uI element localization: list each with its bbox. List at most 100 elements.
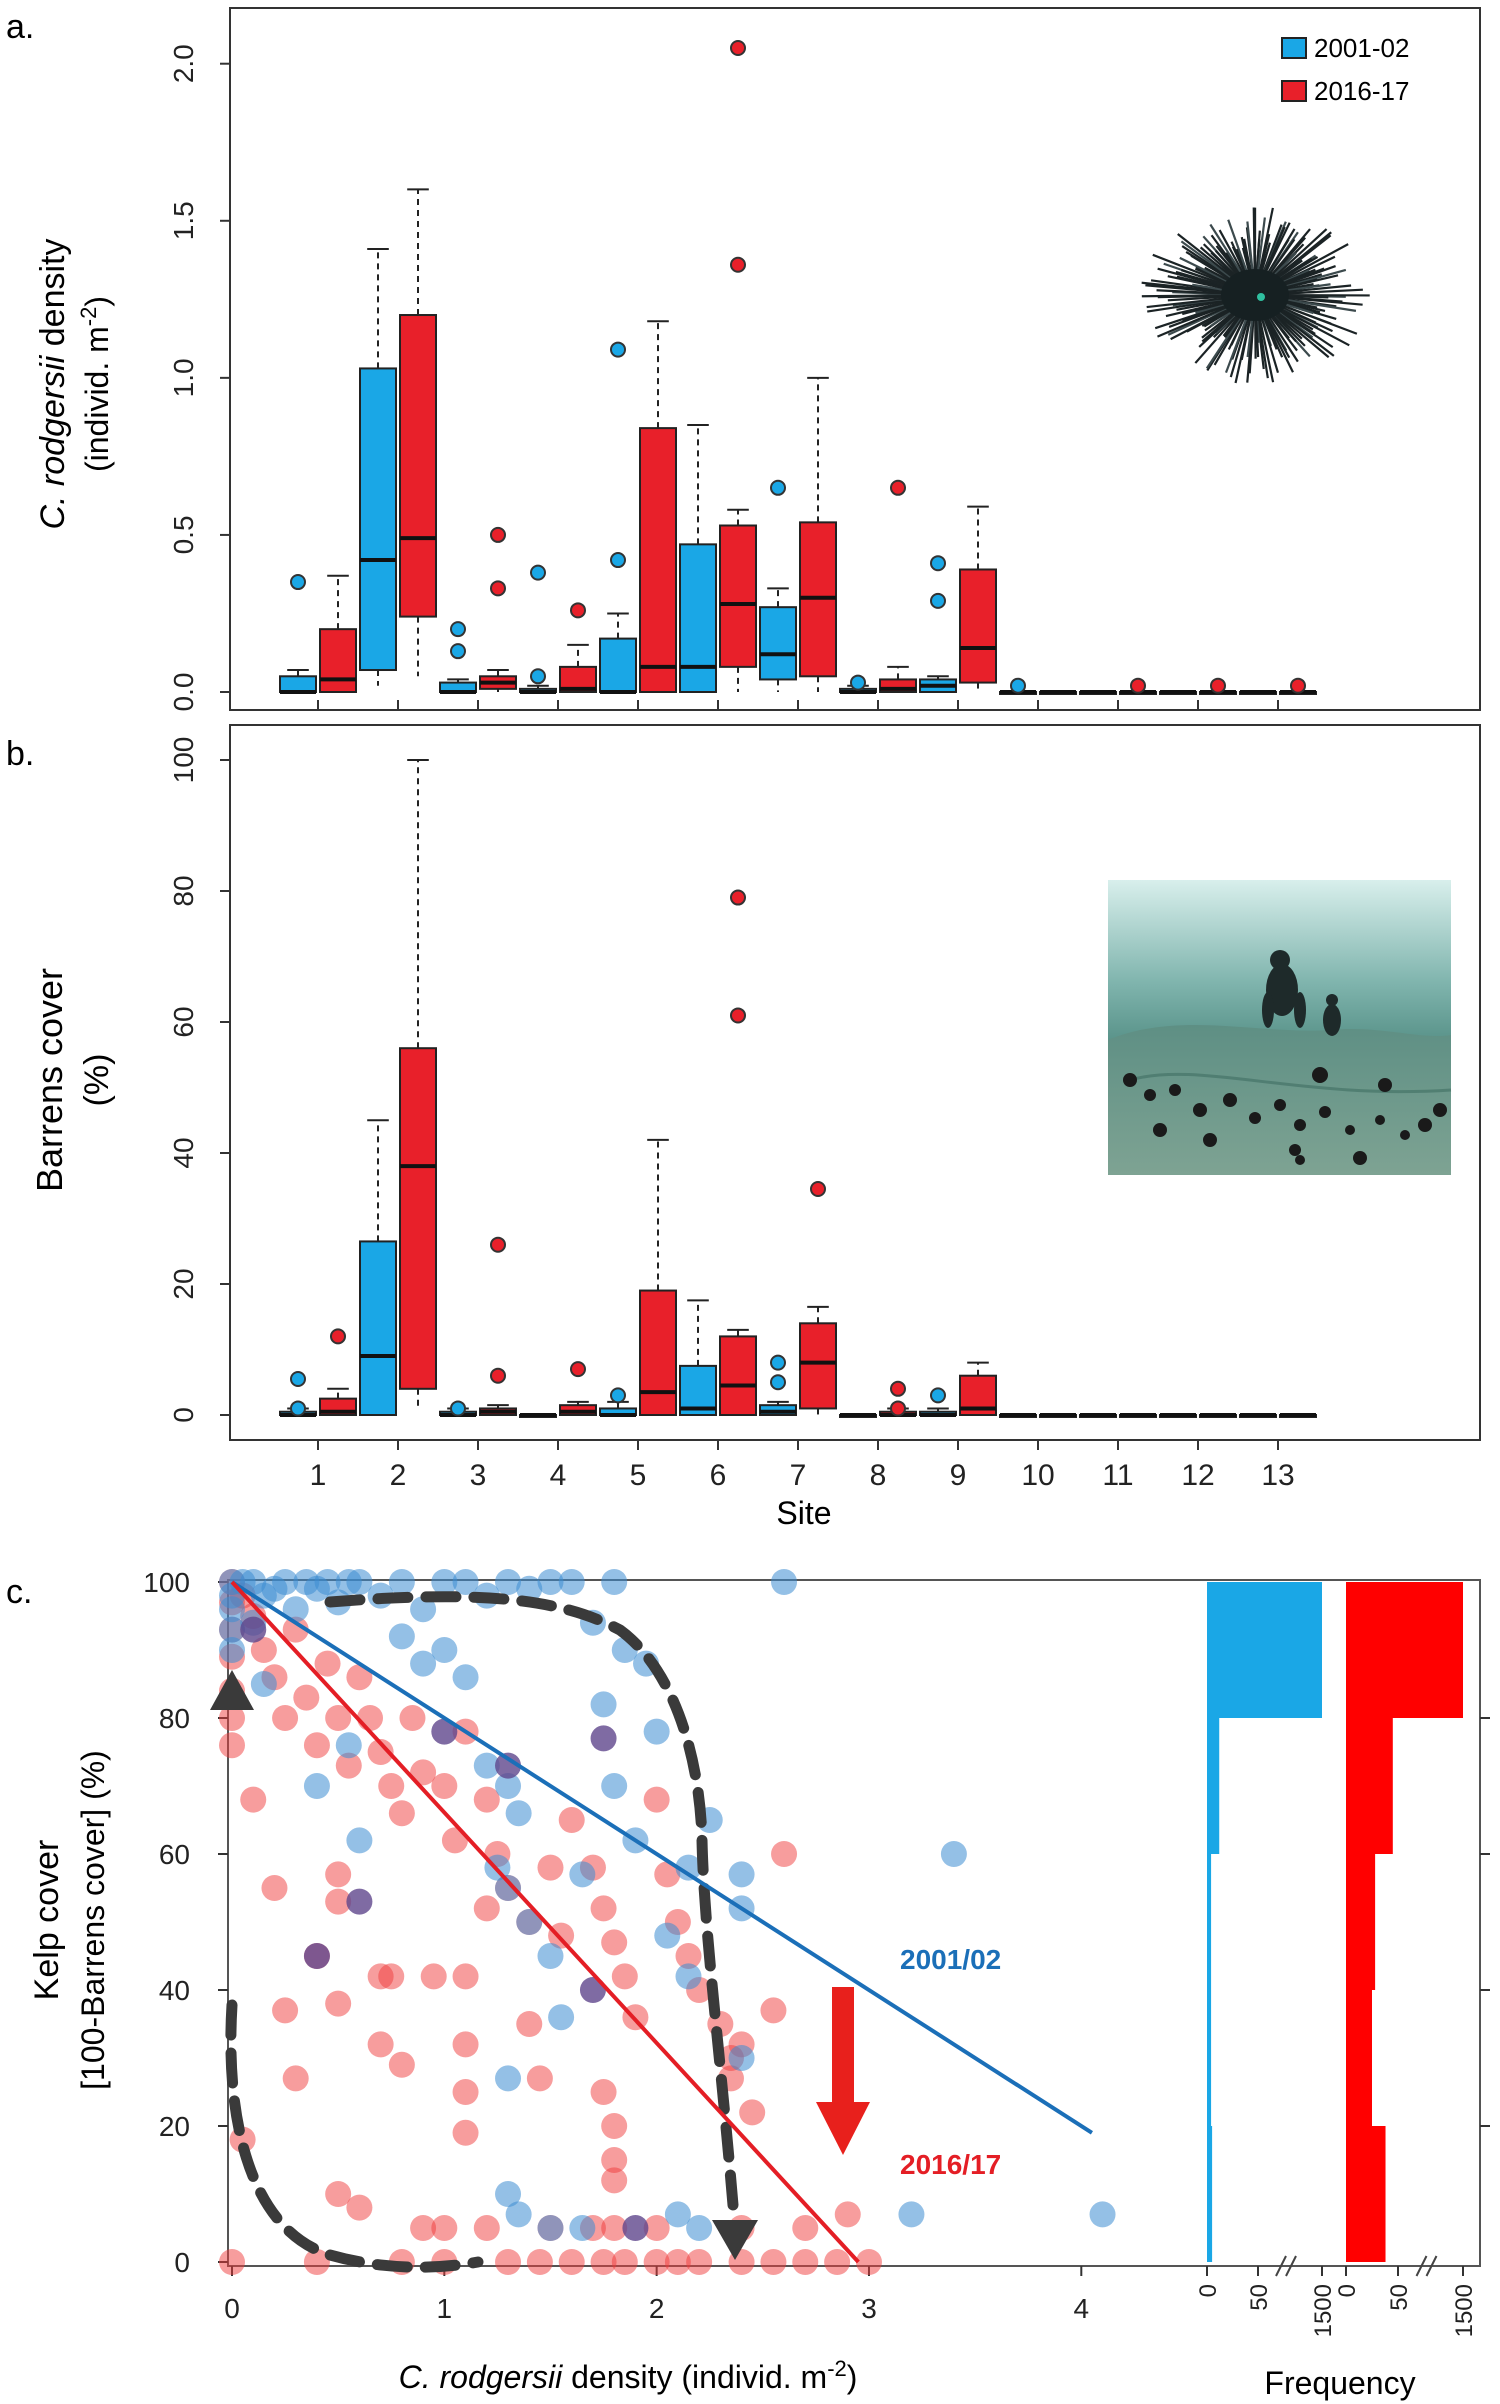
scatter-point-2001-02: [601, 1773, 628, 1799]
outlier-point: [810, 1181, 826, 1198]
scatter-point-overlap: [590, 1725, 617, 1752]
legend-swatch-2016: [1281, 80, 1307, 102]
photo-urchin: [1295, 1155, 1305, 1165]
outlier-point: [530, 564, 546, 581]
outlier-point: [730, 889, 746, 906]
outlier-point: [290, 1370, 306, 1387]
x-tick-label: 12: [1181, 1459, 1214, 1492]
outlier-point: [490, 1367, 506, 1384]
dashed-cycle-path: [225, 1591, 739, 2273]
panel-a-boxes: [279, 40, 1317, 695]
urchin-highlight: [1257, 293, 1265, 301]
scatter-point-2016-17: [325, 1861, 352, 1888]
scatter-point-2001-02: [282, 1596, 309, 1623]
scatter-point-2001-02: [940, 1841, 967, 1867]
scatter-point-2001-02: [219, 1596, 245, 1623]
scatter-point-2016-17: [399, 1705, 426, 1731]
scatter-point-2016-17: [303, 2249, 330, 2275]
y-tick-label: 60: [168, 1006, 199, 1037]
sea-urchin-illustration: [1141, 207, 1370, 384]
box-2016-17-site-2: [399, 1047, 437, 1390]
scatter-point-2001-02: [728, 2045, 755, 2071]
scatter-point-2016-17: [601, 2215, 628, 2241]
photo-urchin: [1169, 1084, 1181, 1096]
scatter-point-2001-02: [505, 2201, 532, 2228]
histogram-tick-label: 50: [1386, 2284, 1413, 2311]
panel-b-y-ticks: 0 20 40 60 80 100: [168, 737, 230, 1423]
scatter-point-2016-17: [643, 2215, 670, 2241]
scatter-point-2016-17: [431, 1773, 458, 1799]
y-tick-label: 100: [143, 1567, 190, 1598]
panel-a-ylabel-species: C. rodgersii: [34, 354, 72, 529]
photo-urchin: [1312, 1067, 1328, 1083]
y-tick-label: 40: [159, 1975, 190, 2006]
scatter-point-overlap: [622, 2215, 649, 2241]
photo-urchin: [1203, 1133, 1217, 1147]
photo-urchin: [1400, 1130, 1410, 1140]
scatter-point-2001-02: [664, 2201, 691, 2228]
x-tick-label: 2: [649, 2293, 665, 2324]
panel-b-ylabel-units: (%): [78, 1054, 116, 1107]
x-tick-label: 3: [470, 1459, 487, 1492]
scatter-point-2016-17: [452, 1963, 479, 1990]
outlier-point: [570, 602, 586, 619]
y-tick-label: 1.5: [168, 201, 199, 240]
urchin-spine: [1234, 308, 1254, 384]
scatter-point-2001-02: [537, 1569, 564, 1595]
outlier-point: [490, 1236, 506, 1253]
x-tick-label: 11: [1102, 1459, 1133, 1492]
y-tick-label: 20: [168, 1268, 199, 1299]
panel-b-frame: [229, 724, 1481, 1441]
scatter-point-2016-17: [346, 2194, 373, 2221]
outlier-point: [450, 1400, 466, 1417]
scatter-point-overlap: [495, 1752, 522, 1779]
x-tick-label: 13: [1261, 1459, 1294, 1492]
x-tick-label: 4: [550, 1459, 567, 1492]
histogram-bar-2001-02: [1207, 1582, 1322, 1718]
scatter-point-overlap: [240, 1616, 267, 1643]
panel-b-xlabel: Site: [776, 1495, 831, 1531]
photo-urchin: [1294, 1119, 1306, 1131]
photo-urchin: [1223, 1093, 1237, 1107]
scatter-point-2016-17: [303, 1732, 330, 1759]
scatter-point-2016-17: [335, 1752, 362, 1779]
scatter-point-2016-17: [675, 1943, 702, 1969]
scatter-point-2016-17: [643, 1786, 670, 1813]
box-2001-02-site-1: [279, 675, 317, 693]
urchin-spine: [1141, 281, 1238, 295]
histogram-tick-label: 0: [1334, 2284, 1361, 2297]
panel-c-y-ticks: 0 20 40 60 80 100: [143, 1567, 228, 2278]
scatter-point-2001-02: [346, 1569, 373, 1595]
panel-b-boxes: [279, 759, 1317, 1418]
scatter-point-2001-02: [548, 2004, 575, 2031]
scatter-point-2016-17: [219, 1732, 245, 1759]
scatter-point-2001-02: [569, 1861, 596, 1888]
scatter-point-2001-02: [250, 1671, 277, 1697]
trend-label-2016: 2016/17: [900, 2149, 1001, 2180]
scatter-point-2001-02: [728, 1861, 755, 1888]
x-tick-label: 8: [870, 1459, 887, 1492]
histogram-tick-label: 50: [1246, 2284, 1273, 2311]
diver-silhouette: [1262, 950, 1341, 1036]
scatter-point-2016-17: [261, 1875, 288, 1901]
y-tick-label: 0.5: [168, 515, 199, 554]
scatter-point-2016-17: [590, 1895, 617, 1922]
scatter-point-2016-17: [590, 2249, 617, 2275]
panel-a-ylabel-units: (individ. m-2): [76, 296, 115, 472]
scatter-point-2001-02: [590, 1691, 617, 1718]
panel-a: 0.0 0.5 1.0 1.5 2.0 C. rodgersii density (in…: [34, 7, 1481, 711]
scatter-point-2016-17: [282, 2065, 309, 2092]
y-tick-label: 2.0: [168, 44, 199, 83]
scatter-point-2016-17: [282, 1616, 309, 1643]
outlier-point: [1290, 677, 1306, 694]
panel-c-points: [219, 1569, 1116, 2275]
outlier-point: [610, 1387, 626, 1404]
scatter-point-2016-17: [410, 2215, 437, 2241]
scatter-point-2001-02: [558, 1569, 585, 1595]
scatter-point-2016-17: [601, 2113, 628, 2139]
scatter-point-2001-02: [537, 2215, 564, 2241]
scatter-point-overlap: [303, 1943, 330, 1969]
scatter-point-2001-02: [686, 2215, 713, 2241]
y-tick-label: 0: [174, 2247, 190, 2278]
outlier-point: [930, 555, 946, 572]
